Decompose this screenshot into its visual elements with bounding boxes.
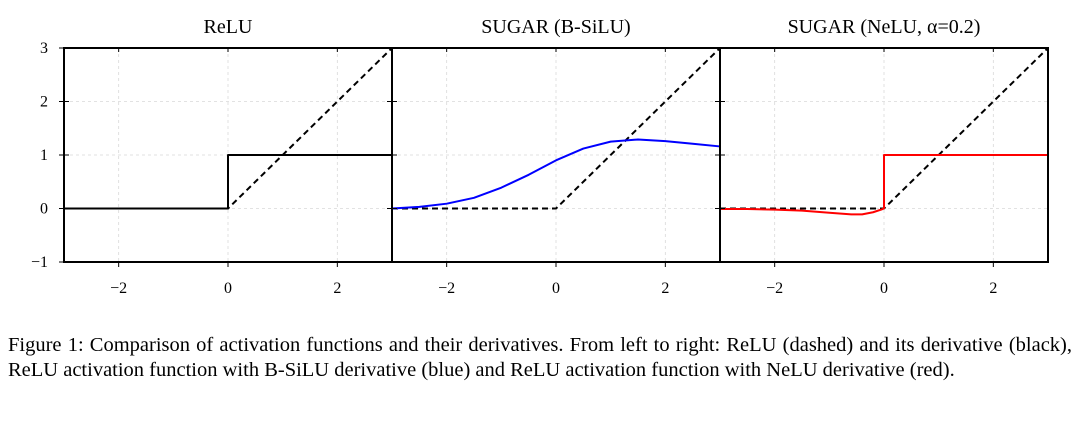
panel-title: SUGAR (NeLU, α=0.2) [788, 16, 981, 38]
panel-title: ReLU [204, 16, 253, 38]
y-tick-label: 3 [40, 40, 48, 57]
x-tick-label: 2 [989, 280, 997, 297]
relu-dashed-line [392, 47, 721, 210]
y-tick-label: 2 [40, 94, 48, 111]
x-tick-label: −2 [110, 280, 127, 297]
y-tick-label: 1 [40, 147, 48, 164]
x-tick-label: 0 [880, 280, 888, 297]
activation-function-figure: −2 0 2 −1 0 1 2 3 ReLU −2 0 2 SUGAR (B-SiLU) −2 0 2 SUGA… [31, 16, 1049, 297]
panel-title: SUGAR (B-SiLU) [481, 16, 630, 38]
derivative-line-0000ff [391, 138, 721, 210]
derivative-line-000000 [64, 154, 392, 210]
x-tick-label: 0 [552, 280, 560, 297]
x-tick-label: 0 [224, 280, 232, 297]
x-tick-label: −2 [438, 280, 455, 297]
y-tick-label: 0 [40, 201, 48, 218]
x-tick-label: −2 [766, 280, 783, 297]
x-tick-label: 2 [333, 280, 341, 297]
derivative-line-ff0000 [720, 154, 1048, 216]
figure-caption: Figure 1: Comparison of activation funct… [8, 334, 1072, 381]
x-tick-label: 2 [661, 280, 669, 297]
y-tick-label: −1 [31, 254, 48, 271]
